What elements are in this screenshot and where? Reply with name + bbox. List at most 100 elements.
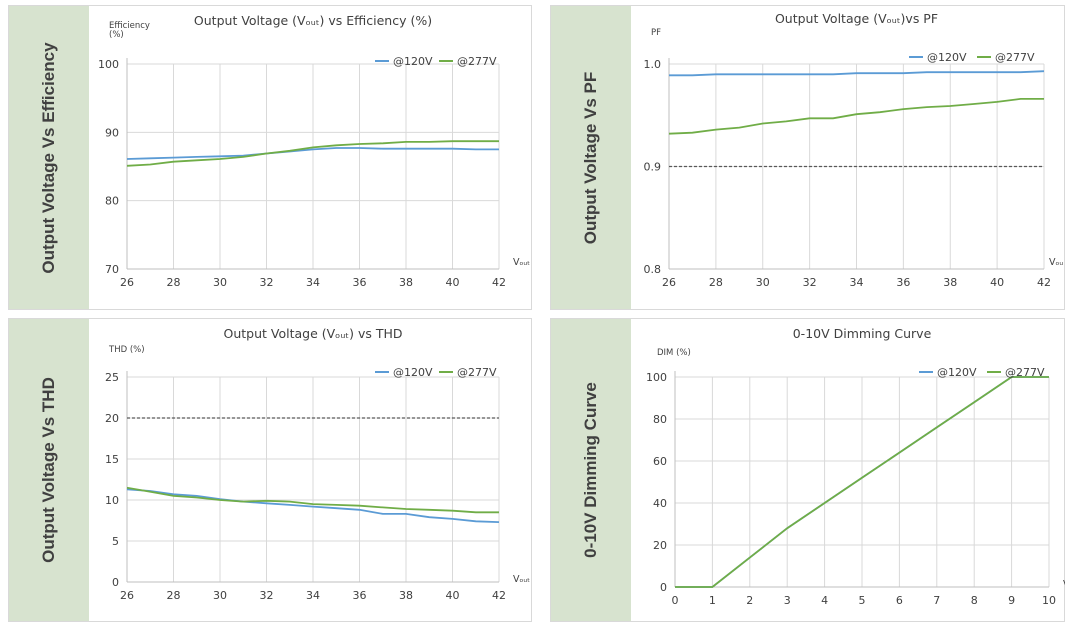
chart-title: Output Voltage (Vₒᵤₜ) vs Efficiency (%) xyxy=(194,13,432,28)
legend-label: @277V xyxy=(995,51,1035,64)
y-tick-label: 10 xyxy=(105,494,119,507)
x-tick-label: 28 xyxy=(709,276,723,289)
x-tick-label: 34 xyxy=(850,276,864,289)
y-tick-label: 0.9 xyxy=(644,161,662,174)
thd-side-band: Output Voltage Vs THD xyxy=(9,319,89,621)
y-tick-label: 100 xyxy=(646,371,667,384)
efficiency-panel: Output Voltage Vs Efficiency 70 80 90 100 26… xyxy=(8,5,532,310)
x-tick-label: 32 xyxy=(260,589,274,602)
legend-label: @277V xyxy=(457,366,497,379)
x-tick-label: 32 xyxy=(803,276,817,289)
x-axis-label: Vₒᵤₜ xyxy=(513,257,530,268)
y-tick-label: 20 xyxy=(105,412,119,425)
y-axis-label: (%) xyxy=(109,30,124,40)
series-line-at-277v xyxy=(668,98,1044,135)
y-tick-label: 40 xyxy=(653,497,667,510)
y-axis-label: THD (%) xyxy=(108,345,145,355)
legend-label: @277V xyxy=(1005,366,1045,379)
y-tick-label: 1.0 xyxy=(644,58,662,71)
thd-panel: Output Voltage Vs THD 0 5 10 15 20 25 26 28 30 32… xyxy=(8,318,532,622)
y-tick-label: 60 xyxy=(653,455,667,468)
y-axis-label: PF xyxy=(651,28,661,38)
chart-title: Output Voltage (Vₒᵤₜ) vs THD xyxy=(224,326,403,341)
x-tick-label: 40 xyxy=(446,589,460,602)
x-tick-label: 30 xyxy=(213,276,227,289)
x-tick-label: 1 xyxy=(709,594,716,607)
x-tick-label: 28 xyxy=(167,276,181,289)
x-tick-label: 6 xyxy=(896,594,903,607)
dimming-panel: 0-10V Dimming Curve 0 20 40 60 80 100 0 1 2 3 4 5 6 7… xyxy=(550,318,1065,622)
legend-label: @120V xyxy=(393,366,433,379)
chart-title: Output Voltage (Vₒᵤₜ)vs PF xyxy=(775,11,938,26)
dimming-chart: 0 20 40 60 80 100 0 1 2 3 4 5 6 7 8 9 10 0-10V Dimming Cu… xyxy=(646,326,1065,607)
y-tick-label: 15 xyxy=(105,453,119,466)
legend-label: @120V xyxy=(393,55,433,68)
y-tick-label: 20 xyxy=(653,539,667,552)
x-tick-label: 40 xyxy=(990,276,1004,289)
x-tick-label: 38 xyxy=(399,589,413,602)
pf-chart: 0.8 0.9 1.0 26 28 30 32 34 36 38 40 42 Output Voltag… xyxy=(644,11,1064,289)
y-tick-label: 0.8 xyxy=(644,263,662,276)
x-axis-label: Vₒᵤₜ xyxy=(513,574,530,585)
x-tick-label: 34 xyxy=(306,276,320,289)
series-line-at-277v xyxy=(126,140,499,167)
x-tick-label: 40 xyxy=(446,276,460,289)
series-line-at-277v xyxy=(675,376,1049,588)
x-tick-label: 0 xyxy=(672,594,679,607)
x-tick-label: 26 xyxy=(120,589,134,602)
dimming-side-band: 0-10V Dimming Curve xyxy=(551,319,631,621)
y-axis-label: DIM (%) xyxy=(657,348,691,358)
x-tick-label: 42 xyxy=(492,589,506,602)
x-tick-label: 34 xyxy=(306,589,320,602)
pf-side-band: Output Voltage Vs PF xyxy=(551,6,631,309)
legend-label: @120V xyxy=(927,51,967,64)
x-tick-label: 42 xyxy=(492,276,506,289)
series-line-at-120v xyxy=(126,488,500,523)
x-tick-label: 26 xyxy=(120,276,134,289)
efficiency-chart: 70 80 90 100 26 28 30 32 34 36 38 40 42 Output Voltag… xyxy=(98,13,530,289)
x-tick-label: 32 xyxy=(260,276,274,289)
x-tick-label: 9 xyxy=(1008,594,1015,607)
x-tick-label: 30 xyxy=(213,589,227,602)
x-tick-label: 26 xyxy=(662,276,676,289)
y-tick-label: 25 xyxy=(105,371,119,384)
x-tick-label: 10 xyxy=(1042,594,1056,607)
y-tick-label: 0 xyxy=(660,581,667,594)
y-tick-label: 0 xyxy=(112,576,119,589)
y-tick-label: 5 xyxy=(112,535,119,548)
x-tick-label: 28 xyxy=(167,589,181,602)
x-tick-label: 42 xyxy=(1037,276,1051,289)
pf-side-label: Output Voltage Vs PF xyxy=(581,71,600,244)
y-tick-label: 80 xyxy=(105,195,119,208)
series-line-at-277v xyxy=(126,486,499,514)
pf-panel: Output Voltage Vs PF 0.8 0.9 1.0 26 28 30 32 34… xyxy=(550,5,1065,310)
efficiency-side-band: Output Voltage Vs Efficiency xyxy=(9,6,89,309)
x-tick-label: 7 xyxy=(933,594,940,607)
x-axis-label: V xyxy=(1063,579,1065,590)
efficiency-side-label: Output Voltage Vs Efficiency xyxy=(39,41,58,274)
x-tick-label: 36 xyxy=(896,276,910,289)
chart-title: 0-10V Dimming Curve xyxy=(793,326,932,341)
y-tick-label: 90 xyxy=(105,126,119,139)
x-tick-label: 36 xyxy=(353,276,367,289)
x-tick-label: 38 xyxy=(399,276,413,289)
legend-label: @277V xyxy=(457,55,497,68)
x-tick-label: 30 xyxy=(756,276,770,289)
thd-side-label: Output Voltage Vs THD xyxy=(39,377,58,563)
x-tick-label: 36 xyxy=(353,589,367,602)
y-axis-label: Efficiency xyxy=(109,21,150,31)
y-tick-label: 80 xyxy=(653,413,667,426)
y-tick-label: 100 xyxy=(98,58,119,71)
x-axis-label: Vₒᵤ xyxy=(1049,257,1063,268)
thd-chart: 0 5 10 15 20 25 26 28 30 32 34 36 38 40 42 Output Volta… xyxy=(105,326,530,602)
x-tick-label: 3 xyxy=(784,594,791,607)
legend-label: @120V xyxy=(937,366,977,379)
x-tick-label: 38 xyxy=(943,276,957,289)
series-line-at-120v xyxy=(669,70,1045,77)
series-line-at-120v xyxy=(126,147,499,160)
x-tick-label: 5 xyxy=(859,594,866,607)
dimming-side-label: 0-10V Dimming Curve xyxy=(581,382,600,558)
x-tick-label: 8 xyxy=(971,594,978,607)
x-tick-label: 2 xyxy=(746,594,753,607)
y-tick-label: 70 xyxy=(105,263,119,276)
